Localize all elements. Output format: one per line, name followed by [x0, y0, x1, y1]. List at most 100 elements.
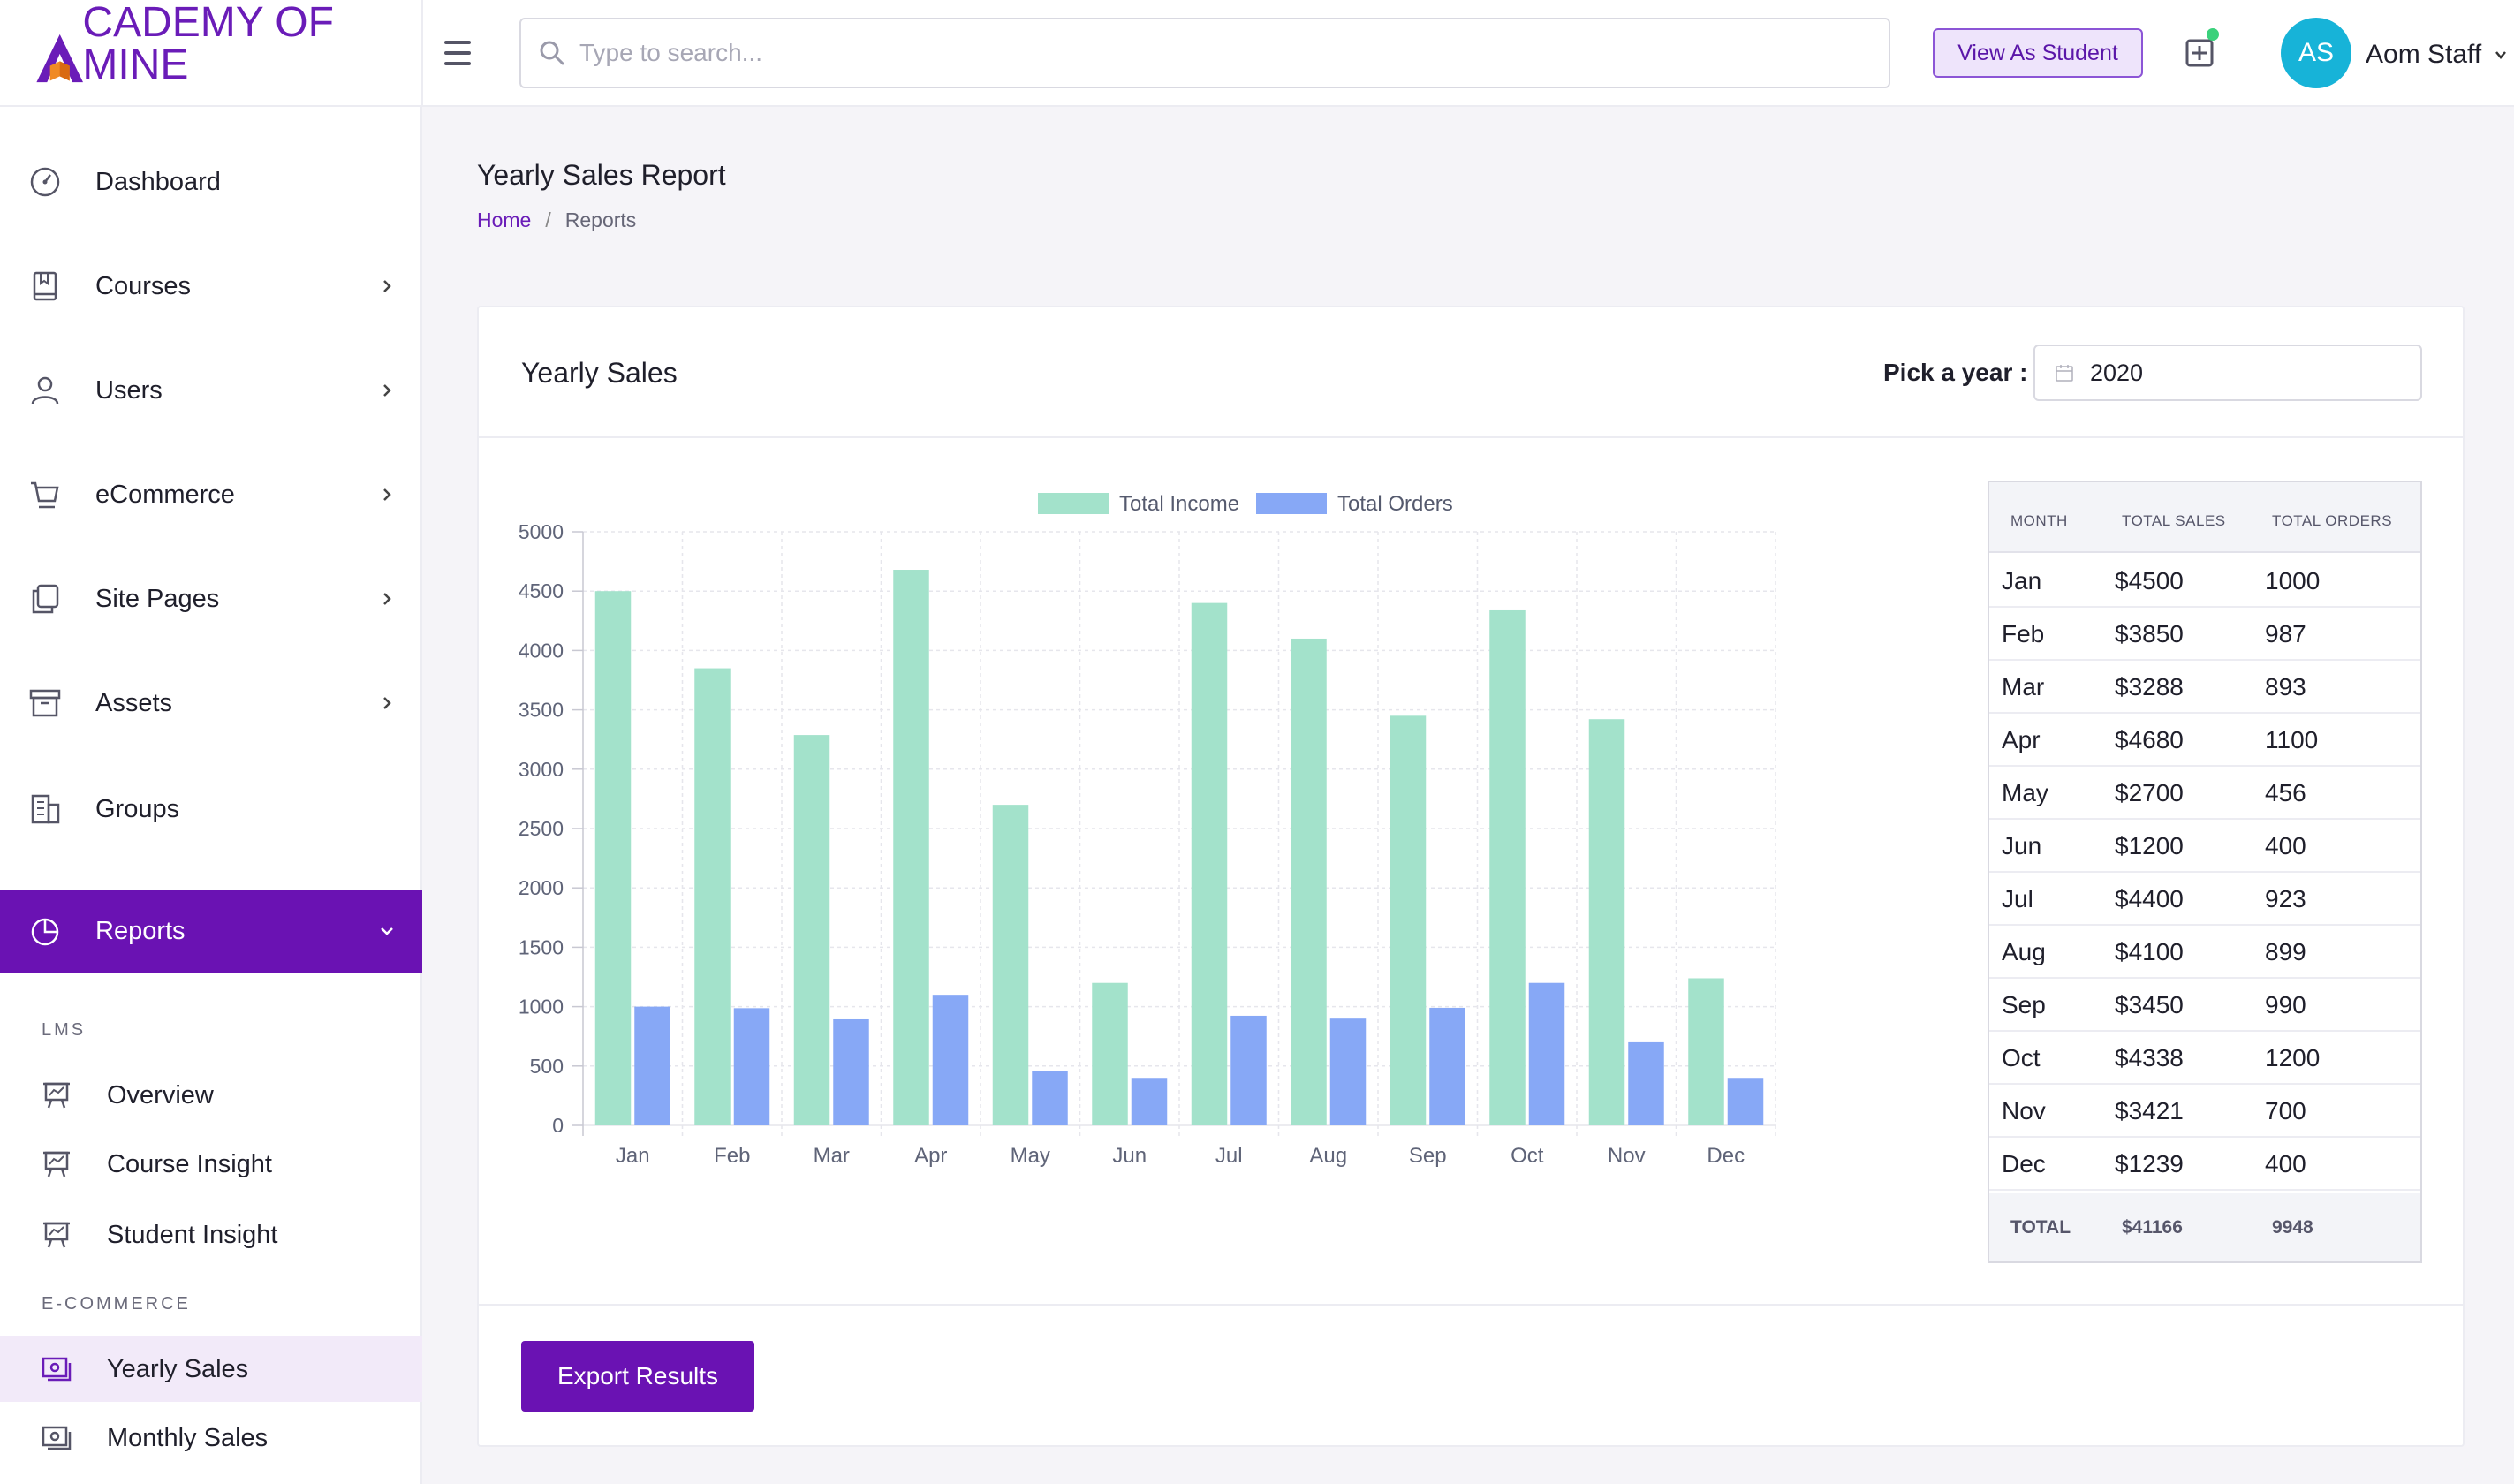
search-icon: [540, 41, 564, 65]
y-tick-label: 1500: [519, 935, 564, 958]
table-row: Dec $1239 400: [1989, 1138, 2420, 1191]
plus-square-icon: [2185, 39, 2214, 67]
y-tick-label: 3500: [519, 699, 564, 722]
logo[interactable]: CADEMY OF MINE: [34, 2, 396, 90]
table-row: Mar $3288 893: [1989, 661, 2420, 714]
sidebar-item-reports[interactable]: Reports: [0, 890, 422, 973]
x-tick-label: Sep: [1409, 1144, 1447, 1168]
bar-total-income: [1489, 610, 1526, 1125]
chevron-right-icon: [383, 280, 391, 292]
table-cell-month: Jun: [2002, 832, 2042, 859]
sidebar-item-label: Users: [95, 375, 163, 405]
table-cell-total-orders: 1000: [2265, 567, 2321, 594]
table-cell-total-sales: $4500: [2115, 567, 2184, 594]
avatar[interactable]: AS: [2281, 18, 2351, 88]
table-row: Oct $4338 1200: [1989, 1032, 2420, 1085]
sidebar-item-label: Overview: [107, 1080, 214, 1109]
sidebar-item-monthly-sales[interactable]: Monthly Sales: [0, 1405, 422, 1471]
logo-text: CADEMY OF MINE: [82, 0, 334, 88]
table-footer: TOTAL $41166 9948: [1989, 1192, 2420, 1261]
breadcrumb-home-link[interactable]: Home: [477, 208, 532, 231]
view-as-student-button[interactable]: View As Student: [1933, 28, 2143, 78]
sidebar-item-assets[interactable]: Assets: [0, 662, 422, 745]
table-cell-month: Nov: [2002, 1097, 2046, 1124]
presentation-icon: [43, 1082, 70, 1109]
table-footer-label: TOTAL: [2010, 1217, 2071, 1238]
table-cell-total-sales: $3288: [2115, 673, 2184, 700]
bar-total-income: [594, 591, 632, 1125]
x-tick-label: Apr: [914, 1144, 947, 1168]
table-cell-month: Oct: [2002, 1044, 2041, 1071]
page-title: Yearly Sales Report: [477, 159, 726, 191]
bar-total-orders: [932, 995, 969, 1125]
card-title: Yearly Sales: [521, 357, 678, 389]
sales-table: MONTH TOTAL SALES TOTAL ORDERS Jan $4500 1…: [1988, 481, 2422, 1263]
bar-total-income: [1390, 716, 1427, 1125]
sidebar-item-ecommerce[interactable]: eCommerce: [0, 453, 422, 536]
pie-chart-icon: [31, 918, 59, 946]
sidebar-item-courses[interactable]: Courses: [0, 245, 422, 328]
sidebar-item-yearly-sales[interactable]: Yearly Sales: [0, 1336, 422, 1402]
y-tick-label: 2000: [519, 876, 564, 899]
y-tick-label: 0: [552, 1114, 564, 1137]
bar-total-orders: [733, 1008, 770, 1125]
presentation-icon: [43, 1222, 70, 1248]
header-divider: [421, 0, 423, 107]
export-results-button[interactable]: Export Results: [521, 1341, 754, 1412]
table-row: May $2700 456: [1989, 767, 2420, 820]
sidebar-item-overview[interactable]: Overview: [0, 1063, 422, 1128]
year-picker-input[interactable]: 2020: [2033, 344, 2422, 401]
table-cell-total-sales: $3450: [2115, 991, 2184, 1018]
sidebar-item-dashboard[interactable]: Dashboard: [0, 140, 422, 223]
y-tick-label: 1000: [519, 996, 564, 1018]
breadcrumb: Home / Reports: [477, 208, 636, 232]
dashboard-icon: [30, 167, 60, 197]
bar-total-orders: [833, 1018, 869, 1125]
sidebar-item-student-insight[interactable]: Student Insight: [0, 1202, 422, 1268]
section-label-ecommerce: E-COMMERCE: [42, 1294, 191, 1314]
sidebar-item-groups[interactable]: Groups: [0, 768, 422, 851]
table-cell-total-orders: 700: [2265, 1097, 2306, 1124]
table-cell-total-sales: $2700: [2115, 779, 2184, 806]
table-row: Nov $3421 700: [1989, 1085, 2420, 1138]
bar-total-income: [1688, 978, 1724, 1125]
bar-total-income: [893, 570, 929, 1125]
presentation-icon: [43, 1151, 70, 1177]
online-dot-icon: [2207, 28, 2219, 41]
cart-icon: [31, 481, 59, 509]
archive-icon: [29, 689, 61, 717]
chevron-down-icon: [381, 928, 393, 935]
table-footer-total-orders: 9948: [2272, 1217, 2313, 1238]
sidebar-item-users[interactable]: Users: [0, 349, 422, 432]
table-row: Sep $3450 990: [1989, 979, 2420, 1032]
x-tick-label: Dec: [1707, 1144, 1745, 1168]
chevron-down-icon: [2495, 51, 2507, 59]
menu-toggle-icon[interactable]: [442, 35, 473, 71]
table-cell-total-orders: 990: [2265, 991, 2306, 1018]
user-name: Aom Staff: [2366, 40, 2482, 69]
sidebar-item-site-pages[interactable]: Site Pages: [0, 557, 422, 640]
calendar-icon: [2056, 365, 2073, 382]
table-row: Feb $3850 987: [1989, 608, 2420, 661]
y-tick-label: 500: [530, 1055, 564, 1078]
table-header: MONTH TOTAL SALES TOTAL ORDERS: [1989, 482, 2420, 553]
bar-total-orders: [1727, 1078, 1764, 1125]
sidebar-item-label: Yearly Sales: [107, 1354, 249, 1383]
year-value: 2020: [2090, 359, 2144, 386]
y-tick-label: 5000: [519, 520, 564, 543]
search-input[interactable]: [579, 39, 1816, 67]
table-cell-month: Dec: [2002, 1150, 2046, 1177]
table-cell-total-sales: $4400: [2115, 885, 2184, 912]
sidebar-item-label: Student Insight: [107, 1220, 278, 1249]
table-row: Jan $4500 1000: [1989, 555, 2420, 608]
x-tick-label: Mar: [814, 1144, 850, 1168]
legend-swatch: [1038, 493, 1109, 514]
user-menu[interactable]: Aom Staff: [2366, 35, 2508, 74]
sidebar-item-course-insight[interactable]: Course Insight: [0, 1132, 422, 1197]
x-tick-label: Jan: [616, 1144, 650, 1168]
sidebar-item-label: Dashboard: [95, 167, 221, 196]
table-cell-month: May: [2002, 779, 2048, 806]
add-notification-button[interactable]: [2184, 28, 2219, 72]
y-tick-label: 4500: [519, 579, 564, 602]
table-cell-total-sales: $4338: [2115, 1044, 2184, 1071]
